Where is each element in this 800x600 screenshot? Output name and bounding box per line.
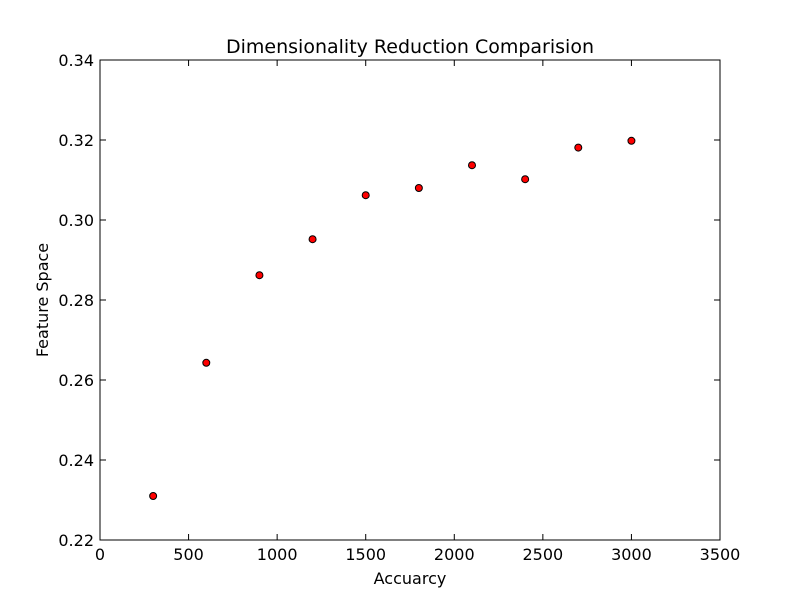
x-tick-label: 3000 [611, 545, 652, 564]
data-point [627, 136, 636, 145]
x-tick-label: 2000 [434, 545, 475, 564]
y-axis-label: Feature Space [33, 243, 52, 357]
data-point [255, 271, 264, 280]
data-point [414, 184, 423, 192]
data-point [574, 143, 583, 152]
data-point [149, 492, 158, 500]
data-point [361, 191, 370, 200]
data-point [308, 235, 317, 244]
x-tick-label: 500 [173, 545, 204, 564]
data-points [149, 136, 636, 500]
data-point [202, 358, 211, 367]
data-point [468, 161, 476, 170]
y-tick-label: 0.24 [58, 451, 94, 470]
x-tick-label: 1000 [257, 545, 298, 564]
y-tick-label: 0.34 [58, 51, 94, 70]
x-tick-label: 0 [95, 545, 105, 564]
x-axis-label: Accuarcy [374, 569, 447, 588]
x-tick-label: 1500 [345, 545, 386, 564]
x-tick-label: 3500 [700, 545, 741, 564]
y-tick-label: 0.30 [58, 211, 94, 230]
y-tick-label: 0.28 [58, 291, 94, 310]
y-tick-label: 0.26 [58, 371, 94, 390]
x-tick-label: 2500 [522, 545, 563, 564]
chart-title: Dimensionality Reduction Comparision [226, 36, 594, 58]
axes: 0 500 1000 1500 2000 2500 3000 3500 0.22 0.24 0.26… [58, 51, 740, 564]
plot-frame [99, 59, 721, 541]
data-point [521, 175, 530, 184]
y-tick-label: 0.32 [58, 131, 94, 150]
y-tick-label: 0.22 [58, 531, 94, 550]
